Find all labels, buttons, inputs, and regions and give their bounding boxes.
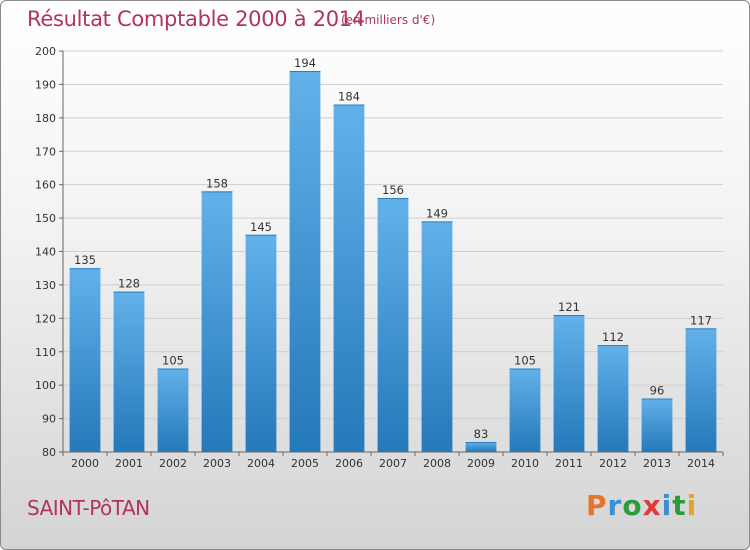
- axes: 80 90 100 110 120 130 140 150 160 170 180 190 200 200…: [35, 45, 724, 470]
- y-tick-label: 100: [35, 379, 56, 392]
- bar-2006: [333, 104, 365, 452]
- y-tick-label: 160: [35, 179, 56, 192]
- bar-2012: [597, 345, 629, 452]
- logo-letter: P: [586, 489, 608, 522]
- y-tick-label: 190: [35, 78, 56, 91]
- bar-2008: [421, 221, 453, 452]
- x-tick-label: 2010: [511, 457, 539, 470]
- bar-2014: [685, 328, 717, 452]
- logo-letter: o: [622, 489, 643, 522]
- y-tick-label: 180: [35, 112, 56, 125]
- bar-2003: [201, 191, 233, 452]
- value-label: 158: [206, 176, 228, 190]
- bar-2010: [509, 368, 541, 452]
- chart-subtitle: (en milliers d'€): [341, 13, 436, 27]
- y-tick-label: 120: [35, 312, 56, 325]
- value-labels: 135 128 105 158 145 194 184 156 149 83 105 121 112 96…: [74, 56, 712, 441]
- logo-letter: i: [661, 489, 673, 522]
- chart-title: Résultat Comptable 2000 à 2014: [27, 7, 365, 31]
- x-tick-label: 2005: [291, 457, 319, 470]
- bar-2007: [377, 198, 409, 452]
- value-label: 128: [118, 277, 140, 291]
- x-tick-label: 2008: [423, 457, 451, 470]
- bar-2002: [157, 368, 189, 452]
- value-label: 117: [690, 313, 712, 327]
- value-label: 121: [558, 300, 580, 314]
- logo-letter: r: [607, 489, 623, 522]
- x-tick-label: 2007: [379, 457, 407, 470]
- x-tick-label: 2012: [599, 457, 627, 470]
- x-tick-label: 2003: [203, 457, 231, 470]
- bar-2009: [465, 441, 497, 452]
- y-tick-label: 170: [35, 145, 56, 158]
- logo-letter: t: [672, 489, 687, 522]
- value-label: 112: [602, 330, 624, 344]
- y-tick-label: 90: [42, 413, 56, 426]
- x-tick-label: 2001: [115, 457, 143, 470]
- value-label: 194: [294, 56, 316, 70]
- x-tick-label: 2014: [687, 457, 715, 470]
- commune-name: SAINT-PôTAN: [27, 496, 150, 520]
- logo-letter: x: [642, 489, 662, 522]
- bar-2011: [553, 314, 585, 452]
- value-label: 83: [474, 427, 489, 441]
- x-tick-label: 2013: [643, 457, 671, 470]
- value-label: 105: [162, 353, 184, 367]
- bar-2005: [289, 71, 321, 453]
- value-label: 105: [514, 353, 536, 367]
- x-tick-label: 2002: [159, 457, 187, 470]
- x-tick-label: 2011: [555, 457, 583, 470]
- value-label: 135: [74, 253, 96, 267]
- value-label: 145: [250, 220, 272, 234]
- bar-2004: [245, 234, 277, 452]
- y-tick-label: 200: [35, 45, 56, 58]
- x-tick-label: 2009: [467, 457, 495, 470]
- x-tick-label: 2006: [335, 457, 363, 470]
- y-tick-label: 80: [42, 446, 56, 459]
- bar-2013: [641, 398, 673, 452]
- y-tick-label: 150: [35, 212, 56, 225]
- bar-2001: [113, 291, 145, 452]
- y-tick-label: 110: [35, 346, 56, 359]
- value-label: 156: [382, 183, 404, 197]
- value-label: 184: [338, 89, 360, 103]
- y-tick-label: 130: [35, 279, 56, 292]
- proxiti-logo[interactable]: Proxiti: [586, 489, 697, 522]
- value-label: 96: [650, 384, 665, 398]
- x-tick-label: 2004: [247, 457, 275, 470]
- bars: [69, 71, 717, 453]
- y-tick-label: 140: [35, 246, 56, 259]
- x-tick-label: 2000: [71, 457, 99, 470]
- value-label: 149: [426, 206, 448, 220]
- bar-2000: [69, 268, 101, 452]
- logo-letter: i: [686, 489, 698, 522]
